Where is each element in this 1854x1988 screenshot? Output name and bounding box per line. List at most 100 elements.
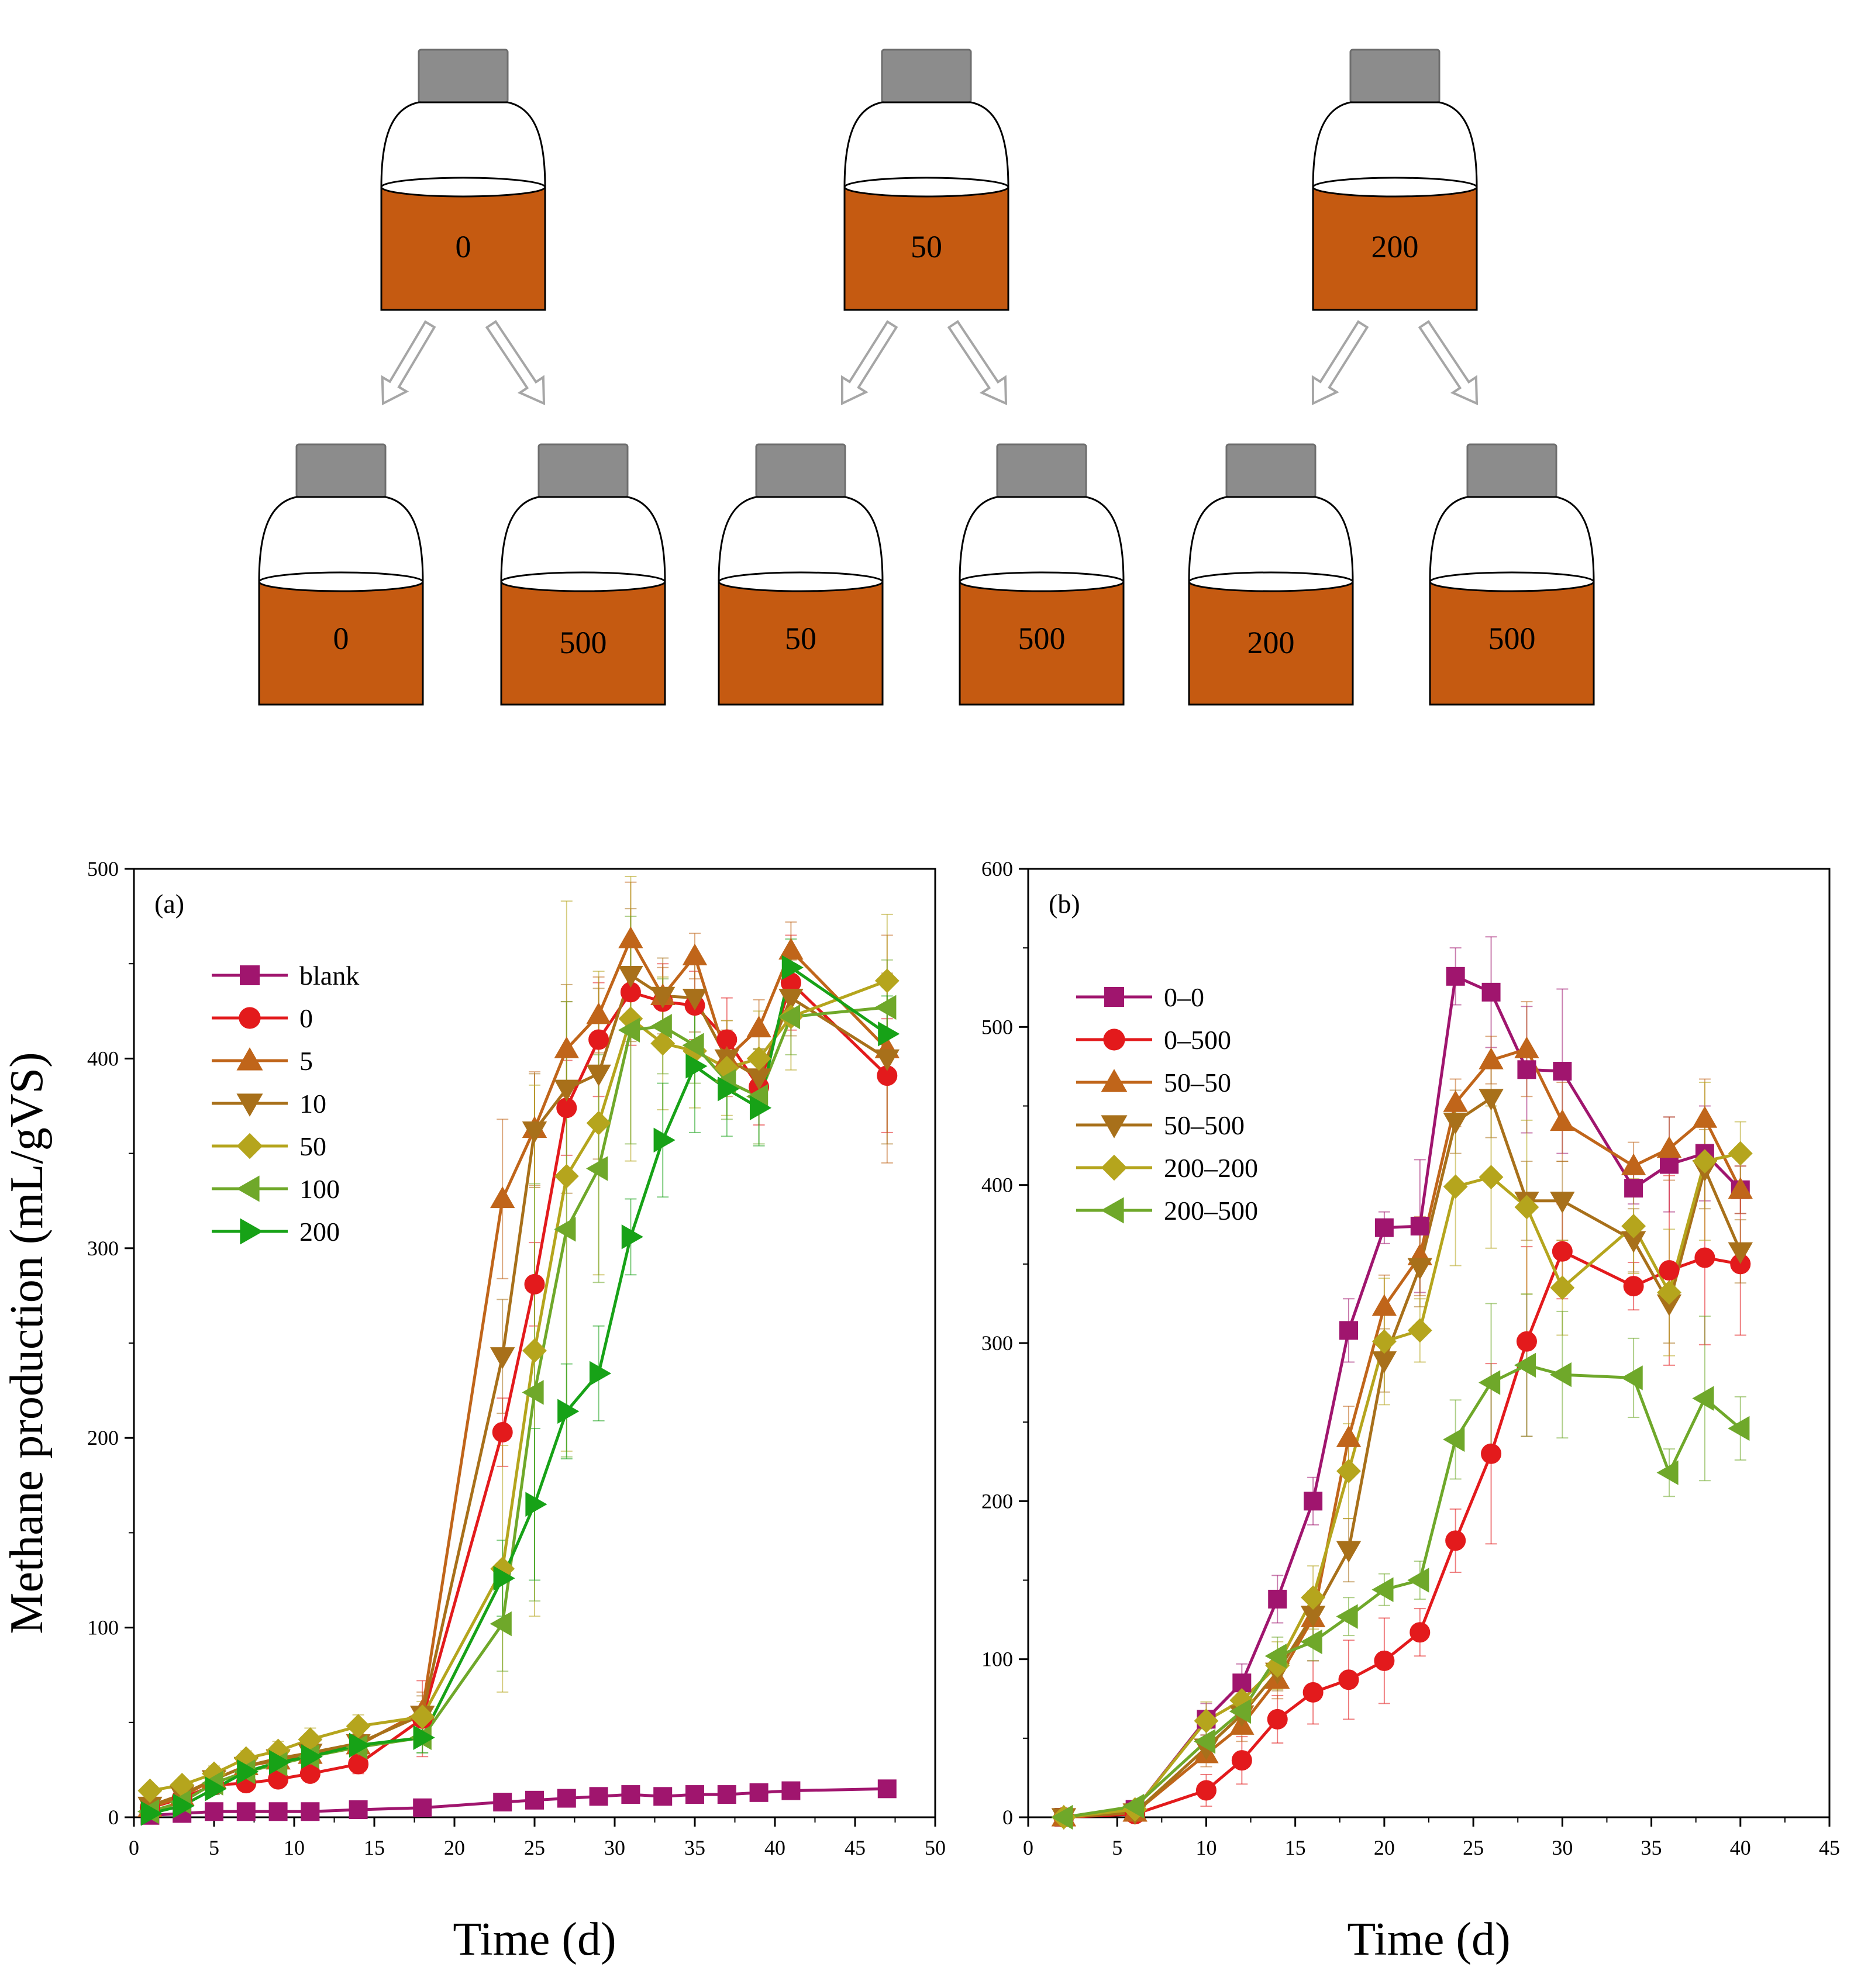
child-bottle-label: 500 [1018, 621, 1066, 656]
data-point [877, 1779, 897, 1799]
x-tick-label: 20 [1374, 1836, 1395, 1859]
data-point [1692, 1149, 1717, 1174]
child-bottle-200-500: 500 [1429, 443, 1595, 706]
data-point [682, 988, 708, 1011]
data-point [1194, 1709, 1219, 1734]
x-tick-label: 5 [1112, 1836, 1122, 1859]
data-point [1300, 1629, 1322, 1655]
x-tick-label: 0 [129, 1836, 139, 1859]
data-point [1516, 1331, 1537, 1352]
series-markers [137, 926, 900, 1826]
data-point [1479, 1089, 1504, 1111]
transfer-arrow [1311, 320, 1369, 406]
child-bottle-label: 200 [1248, 625, 1295, 660]
data-point [781, 1781, 801, 1800]
series-lines [1063, 975, 1742, 1819]
data-point [1479, 1370, 1501, 1395]
child-bottle-200-200: 200 [1188, 443, 1354, 706]
x-tick-label: 35 [1641, 1836, 1662, 1859]
transfer-arrow [485, 320, 546, 406]
data-point [1122, 1793, 1145, 1819]
data-point [746, 1046, 771, 1071]
x-tick-label: 50 [925, 1836, 946, 1859]
data-point [618, 926, 643, 948]
legend-label: 50 [299, 1131, 326, 1161]
data-point [1338, 1669, 1359, 1690]
legend: blank 0 5 10 50 100 200 [212, 961, 359, 1247]
data-point [1101, 1115, 1128, 1138]
parent-bottle-200: 200 [1312, 49, 1478, 311]
data-point [493, 1793, 512, 1812]
y-tick-label: 300 [981, 1331, 1013, 1355]
data-point [240, 965, 260, 985]
data-point [1304, 1492, 1323, 1511]
legend-label: 0 [299, 1003, 313, 1033]
x-tick-label: 30 [604, 1836, 625, 1859]
data-point [682, 1033, 704, 1058]
data-point [1656, 1460, 1679, 1485]
data-point [554, 1036, 580, 1058]
data-point [588, 1029, 609, 1050]
data-point [237, 1759, 259, 1785]
series-line [149, 981, 888, 1810]
y-axis-label: Methane production (mL/gVS) [1, 1052, 53, 1634]
data-point [589, 1361, 612, 1386]
legend-label: 5 [299, 1046, 313, 1076]
data-point [621, 1224, 643, 1250]
y-tick-label: 500 [981, 1015, 1013, 1038]
data-point [1407, 1318, 1432, 1343]
data-point [1336, 1425, 1362, 1447]
data-point [301, 1744, 323, 1769]
data-point [1728, 1141, 1753, 1166]
data-point [1445, 1530, 1466, 1551]
data-point [1371, 1294, 1397, 1316]
data-point [1407, 1258, 1433, 1280]
data-point [173, 1793, 195, 1818]
legend-label: 0–0 [1164, 982, 1204, 1012]
data-point [1336, 1541, 1362, 1563]
plot-frame [1027, 868, 1831, 1818]
data-point [346, 1714, 371, 1739]
x-tick-label: 45 [845, 1836, 866, 1859]
x-tick-label: 40 [764, 1836, 785, 1859]
data-point [525, 1492, 547, 1517]
panel-label: (b) [1049, 889, 1080, 919]
y-tick-label: 0 [108, 1806, 119, 1829]
data-point [778, 988, 804, 1011]
data-point [1514, 1036, 1539, 1058]
data-point [1552, 1241, 1573, 1262]
data-point [650, 986, 676, 1009]
data-point [1657, 1280, 1681, 1305]
data-point [236, 1175, 260, 1202]
legend-label: 200–500 [1164, 1196, 1258, 1226]
child-bottle-label: 500 [560, 625, 607, 660]
data-point [522, 1121, 547, 1144]
data-point [1481, 982, 1501, 1002]
data-point [1101, 1197, 1124, 1224]
data-point [239, 1007, 261, 1029]
data-point [1103, 1028, 1125, 1051]
y-tick-label: 100 [981, 1648, 1013, 1671]
data-point [1104, 987, 1124, 1007]
data-point [1623, 1276, 1644, 1297]
x-tick-label: 0 [1023, 1836, 1033, 1859]
data-point [236, 1093, 263, 1117]
legend-label: blank [299, 961, 359, 990]
data-point [874, 968, 900, 993]
data-point [874, 1049, 900, 1071]
data-point [1336, 1604, 1358, 1629]
y-tick-label: 200 [981, 1489, 1013, 1513]
data-point [682, 943, 708, 965]
data-point [778, 1004, 801, 1030]
series-line [1063, 975, 1742, 1819]
data-point [137, 1778, 163, 1803]
series-line [150, 1787, 887, 1817]
x-tick-label: 20 [444, 1836, 465, 1859]
child-bottle-50-50: 50 [718, 443, 884, 706]
data-point [1371, 1577, 1394, 1602]
data-point [1443, 1112, 1468, 1135]
data-point [1051, 1804, 1073, 1830]
x-tick-label: 15 [1285, 1836, 1306, 1859]
